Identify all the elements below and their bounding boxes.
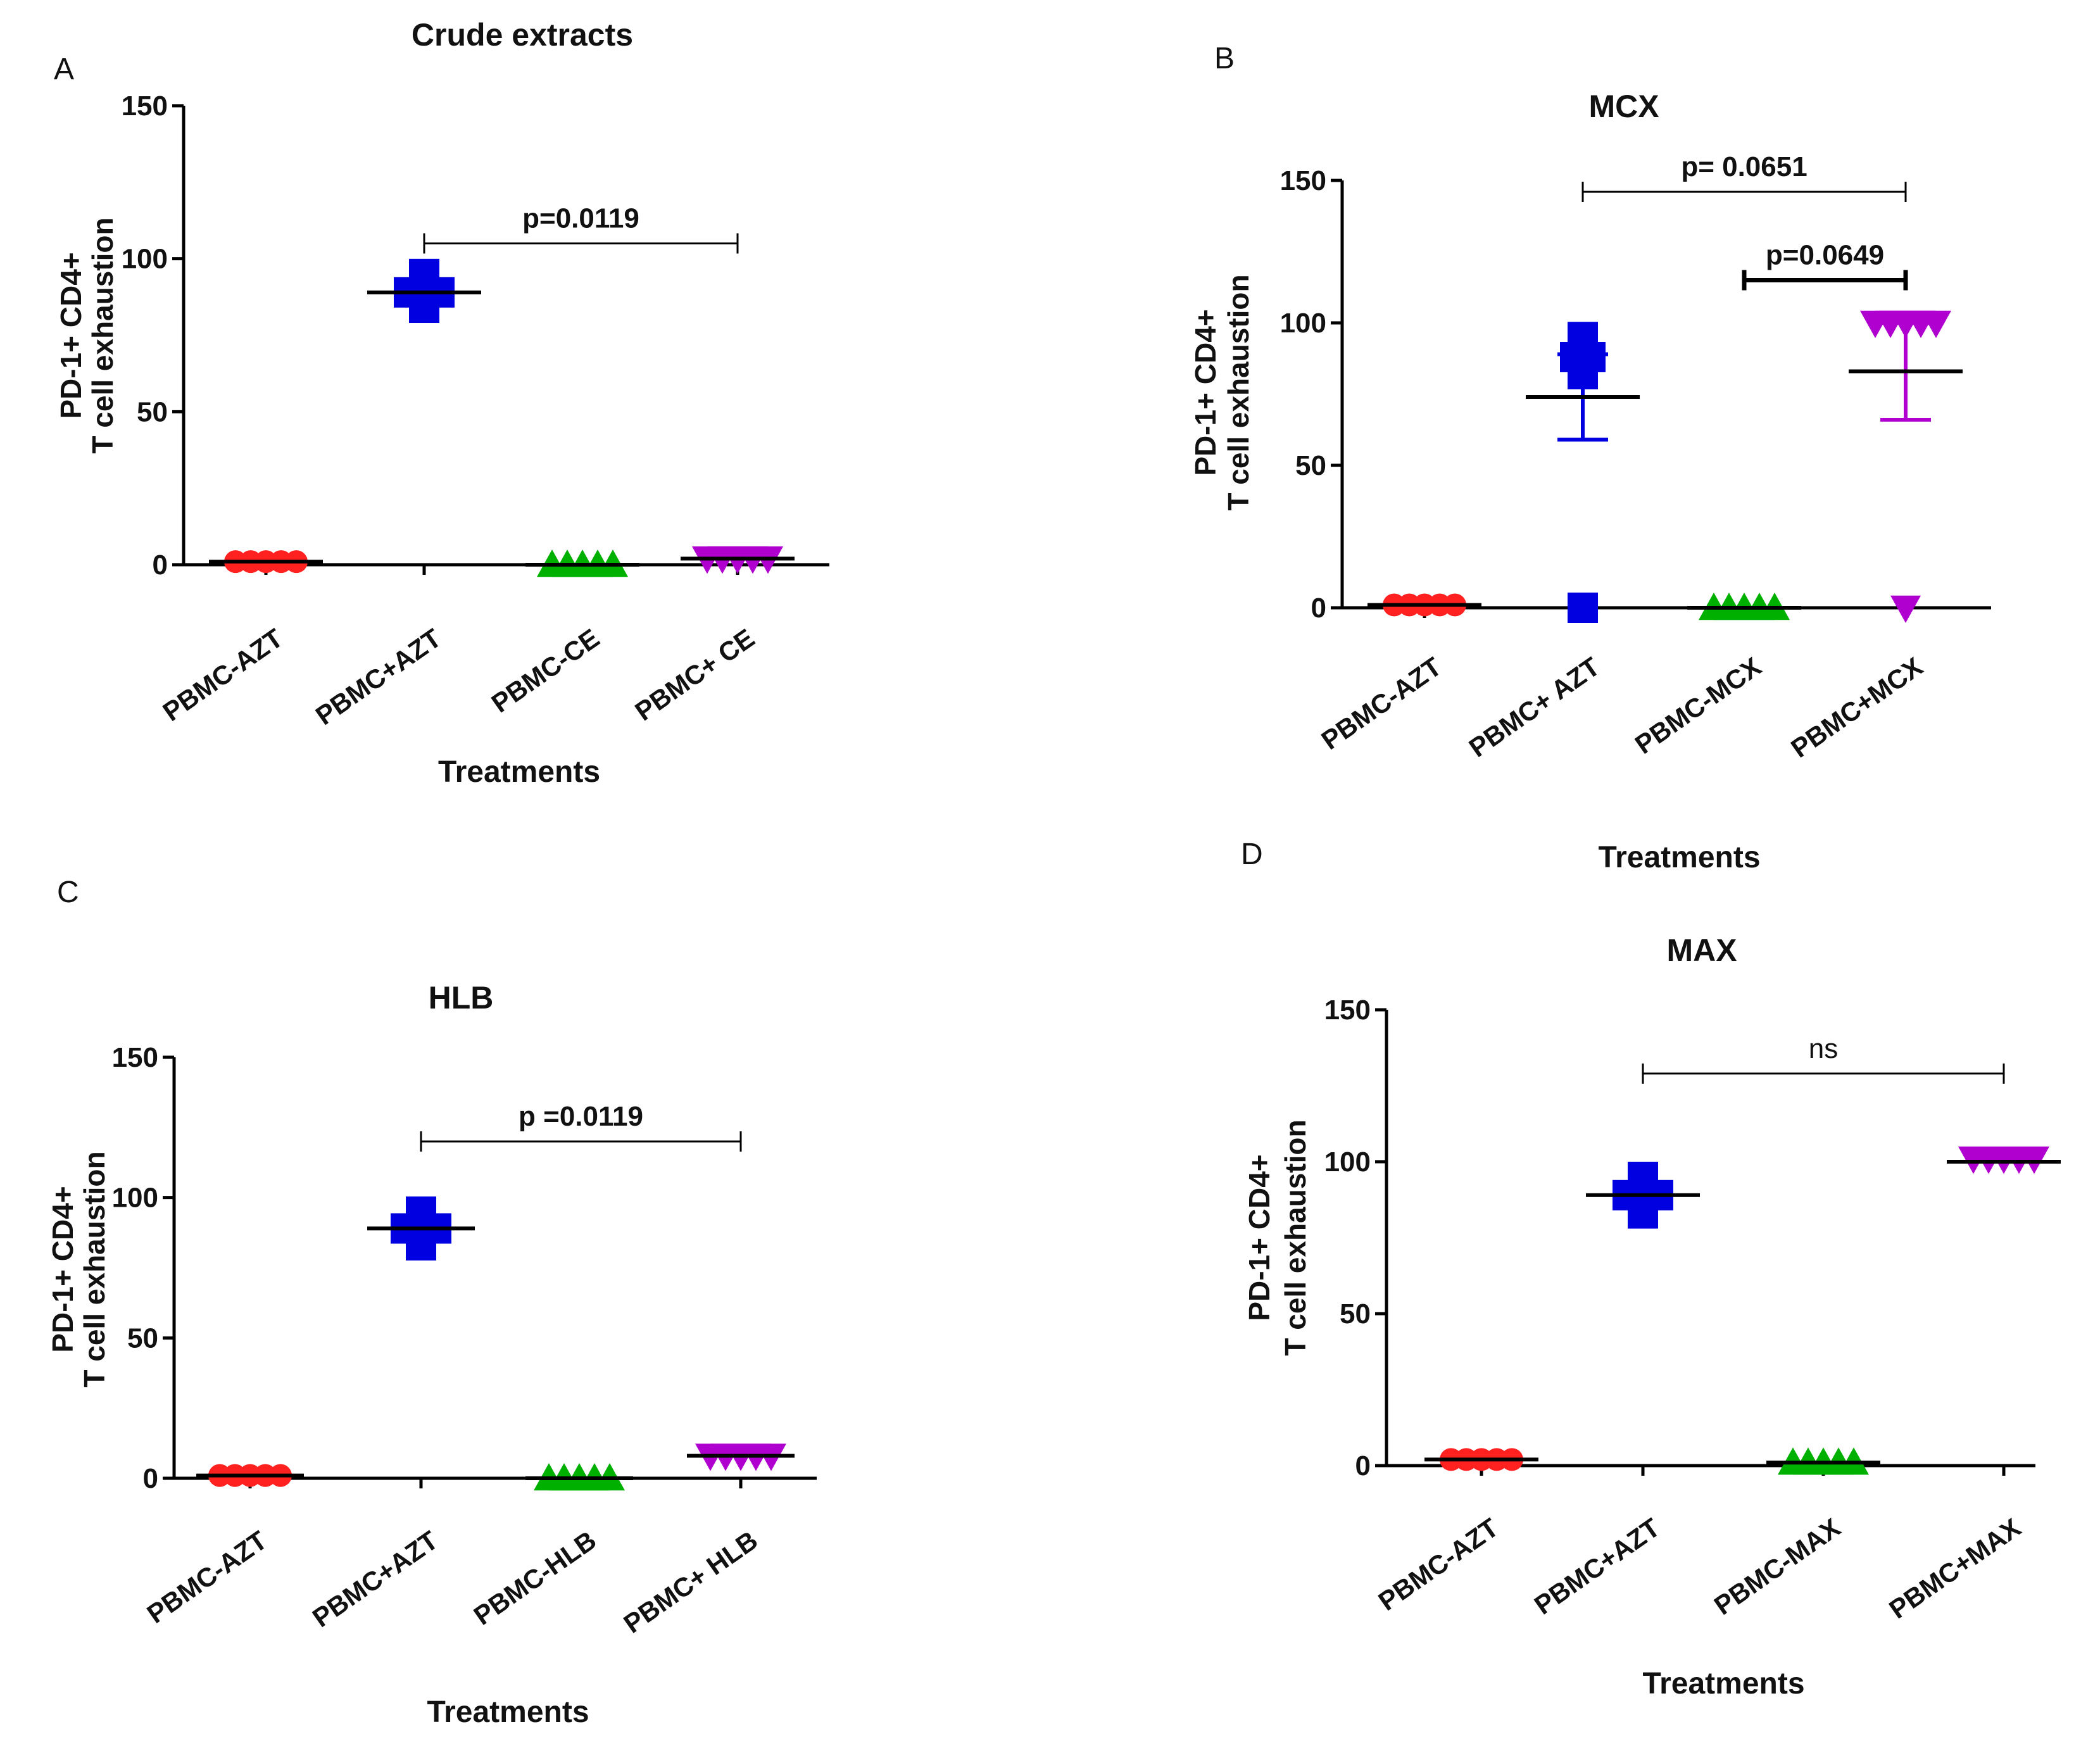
y-tick-label: 50	[137, 396, 168, 427]
series-1	[209, 550, 323, 574]
x-tick-label: PBMC-HLB	[468, 1525, 601, 1631]
y-tick-label: 150	[1280, 165, 1326, 196]
y-axis-label: T cell exhaustion	[1279, 1119, 1312, 1355]
y-tick-label: 50	[127, 1323, 158, 1354]
p-value-label: ns	[1809, 1033, 1838, 1064]
x-tick-label: PBMC-MAX	[1709, 1512, 1845, 1621]
x-tick-label: PBMC+MCX	[1785, 651, 1928, 764]
p-value-label: p=0.0649	[1766, 240, 1884, 271]
x-tick-label: PBMC-AZT	[1316, 651, 1447, 755]
x-axis-label: Treatments	[1598, 841, 1760, 874]
x-tick-label: PBMC-AZT	[158, 623, 289, 727]
data-point	[1921, 310, 1951, 338]
x-tick-label: PBMC+ CE	[629, 623, 760, 727]
x-axis-label: Treatments	[1642, 1667, 1804, 1700]
significance-bracket: p= 0.0651	[1581, 151, 1907, 202]
p-value-label: p =0.0119	[519, 1101, 643, 1132]
x-tick-label: PBMC-AZT	[142, 1525, 273, 1629]
y-axis-label: PD-1+ CD4+	[54, 252, 87, 418]
x-tick-label: PBMC+MAX	[1883, 1512, 2026, 1625]
chart-title: HLB	[429, 980, 494, 1015]
x-tick-label: PBMC+AZT	[307, 1525, 444, 1633]
panel-d: D MAX PD-1+ CD4+ T cell exhaustion 0 50 100 150…	[1241, 838, 2061, 1700]
series-2	[367, 1196, 475, 1261]
y-tick-label: 100	[1324, 1147, 1371, 1178]
y-tick-label: 50	[1340, 1298, 1371, 1329]
data-point	[409, 292, 439, 323]
x-tick-label: PBMC+AZT	[1529, 1512, 1666, 1621]
x-tick-label: PBMC+ HLB	[619, 1525, 764, 1639]
y-axis-label: T cell exhaustion	[86, 217, 119, 453]
data-point	[1628, 1198, 1658, 1229]
series-4	[687, 1443, 795, 1471]
y-tick-label: 0	[153, 550, 168, 581]
x-tick-label: PBMC+AZT	[310, 623, 447, 731]
data-point	[406, 1230, 436, 1261]
panel-c: C HLB PD-1+ CD4+T cell exhaustion 0 50 100 150…	[46, 876, 817, 1729]
y-tick-label: 50	[1295, 450, 1326, 481]
panel-letter: B	[1214, 42, 1235, 75]
x-axis-label: Treatments	[438, 755, 600, 789]
series-3	[1766, 1447, 1880, 1475]
series-4	[1849, 310, 1963, 623]
significance-bracket: p =0.0119	[420, 1101, 742, 1152]
series-3	[525, 550, 639, 577]
series-2	[367, 258, 481, 323]
y-axis-label: T cell exhaustion	[1222, 274, 1255, 510]
significance-bracket: p=0.0649	[1742, 240, 1908, 291]
data-point	[1568, 593, 1598, 623]
y-tick-label: 100	[1280, 308, 1326, 339]
x-tick-label: PBMC+ AZT	[1464, 651, 1606, 763]
y-axis-label: PD-1+ CD4+	[1189, 309, 1222, 475]
series-2	[1526, 322, 1640, 623]
data-point	[1890, 595, 1921, 623]
chart-title: MCX	[1588, 89, 1659, 124]
y-tick-label: 0	[1355, 1450, 1371, 1481]
series-3	[1687, 593, 1801, 620]
series-1	[1424, 1448, 1538, 1471]
x-tick-label: PBMC-CE	[486, 623, 605, 719]
series-4	[681, 546, 795, 574]
y-axis-label: PD-1+ CD4+	[1243, 1154, 1276, 1321]
series-3	[525, 1463, 633, 1491]
panel-letter: D	[1241, 838, 1263, 871]
p-value-label: p= 0.0651	[1681, 151, 1807, 182]
chart-title: Crude extracts	[412, 17, 633, 53]
series-2	[1586, 1162, 1700, 1229]
panel-b: B MCX PD-1+ CD4+ T cell exhaustion 0 50 100 150…	[1189, 42, 1991, 874]
y-axis-label: T cell exhaustion	[78, 1151, 111, 1387]
y-tick-label: 150	[122, 91, 168, 122]
panel-a: A Crude extracts PD-1+ CD4+T cell exhausti…	[54, 17, 829, 789]
series-1	[196, 1464, 304, 1487]
y-tick-label: 0	[143, 1463, 158, 1494]
panel-letter: A	[54, 53, 74, 86]
y-tick-label: 150	[1324, 995, 1371, 1026]
x-tick-label: PBMC-MCX	[1630, 651, 1766, 760]
x-axis-label: Treatments	[427, 1695, 589, 1729]
significance-bracket: ns	[1642, 1033, 2005, 1084]
panel-letter: C	[57, 876, 79, 909]
y-axis-label: PD-1+ CD4+	[46, 1186, 79, 1352]
y-tick-label: 0	[1311, 593, 1326, 624]
y-tick-label: 100	[112, 1183, 158, 1214]
y-tick-label: 100	[122, 244, 168, 275]
chart-title: MAX	[1666, 933, 1737, 968]
p-value-label: p=0.0119	[522, 203, 639, 234]
y-tick-label: 150	[112, 1042, 158, 1073]
series-1	[1368, 593, 1481, 617]
x-tick-label: PBMC-AZT	[1373, 1512, 1504, 1616]
series-4	[1947, 1147, 2061, 1174]
significance-bracket: p=0.0119	[423, 203, 739, 254]
